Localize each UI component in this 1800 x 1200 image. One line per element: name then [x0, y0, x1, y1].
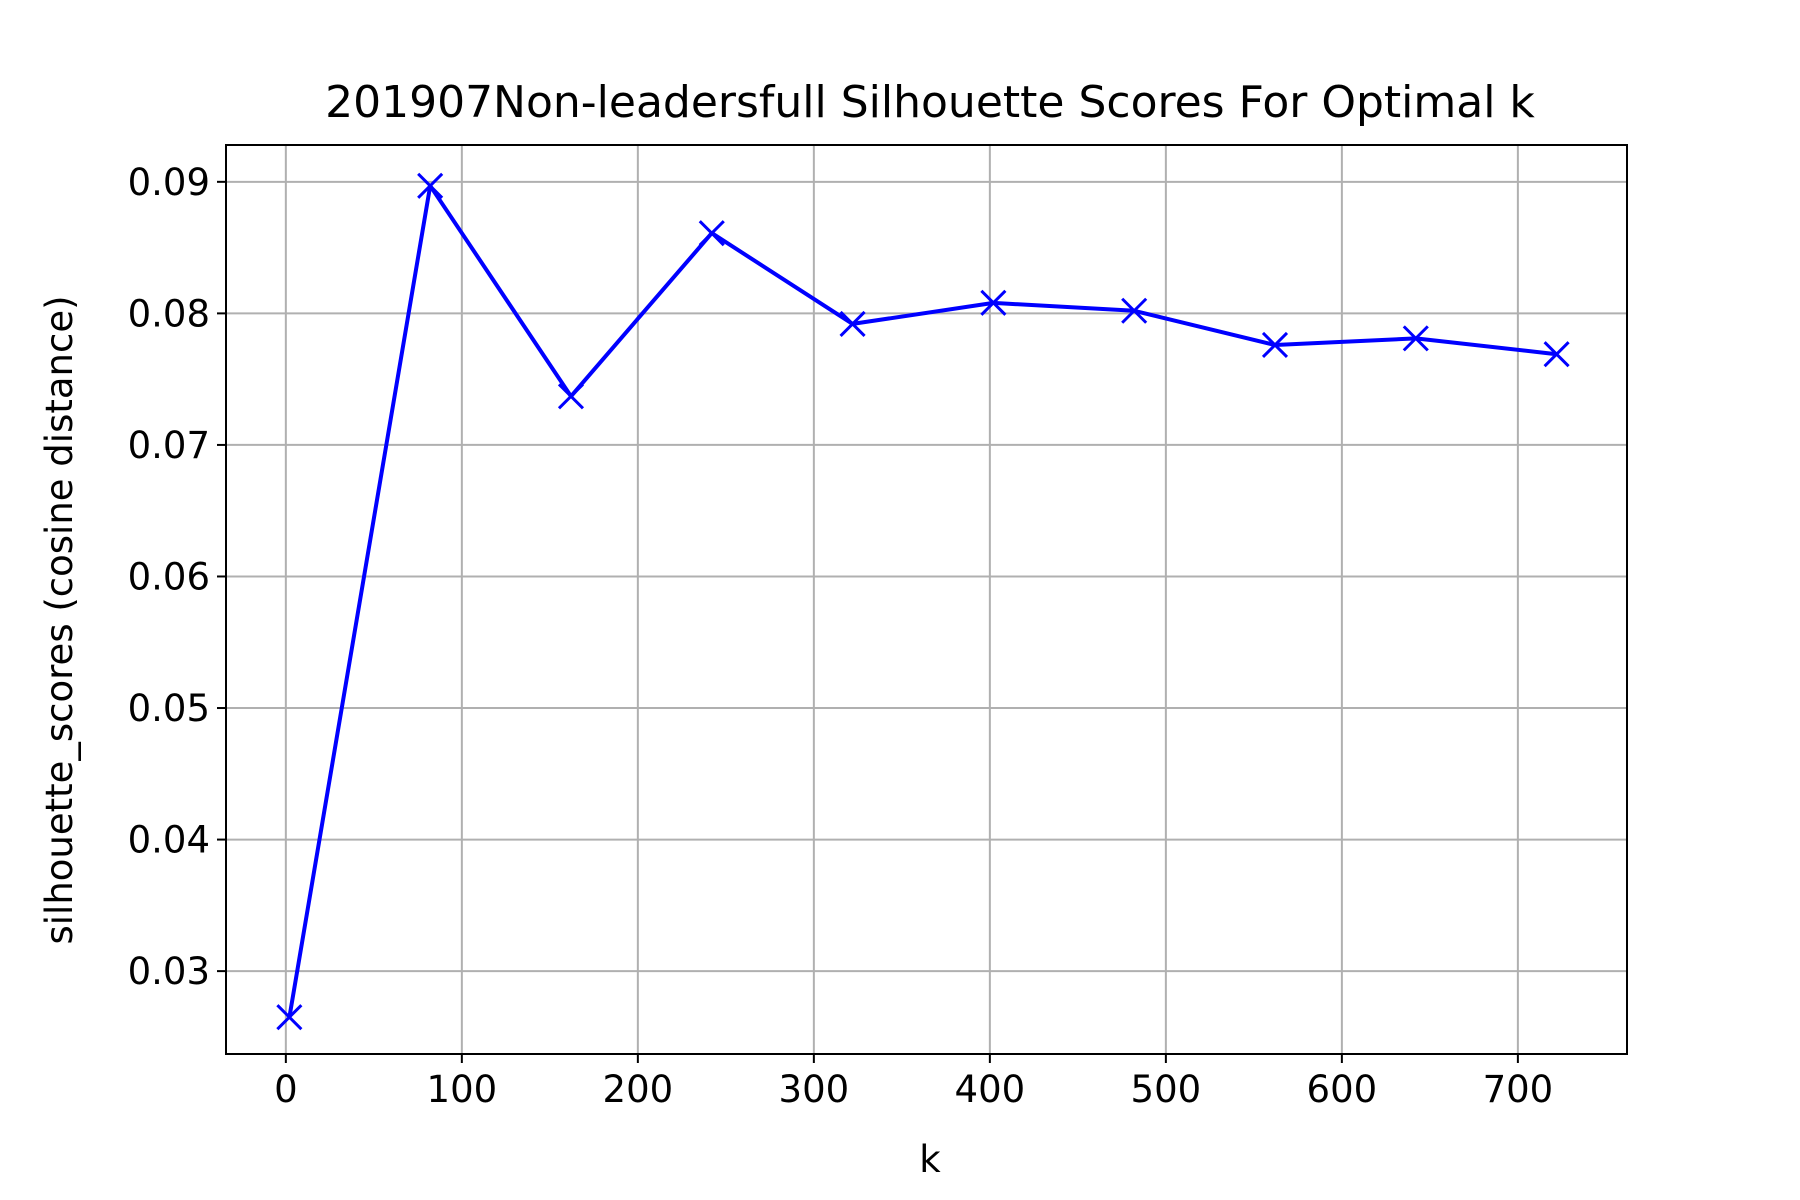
y-tick-label: 0.06: [128, 555, 210, 598]
plot-area-frame: [225, 144, 1628, 1055]
x-tick-label: 0: [274, 1068, 298, 1111]
y-tick-label: 0.03: [128, 950, 210, 993]
data-point-marker: [1261, 331, 1289, 359]
x-tick-label: 400: [955, 1068, 1026, 1111]
y-tick-label: 0.08: [128, 292, 210, 335]
data-point-marker: [839, 310, 866, 337]
x-tick-label: 100: [427, 1068, 498, 1111]
chart-title: 201907Non-leadersfull Silhouette Scores …: [325, 77, 1535, 128]
x-tick-label: 600: [1307, 1068, 1378, 1111]
axis-ticks: 0 100 200 300 400 500 600 700 0.03 0.04 0.05 0.06 0.…: [128, 161, 1554, 1111]
data-point-marker: [276, 1004, 303, 1031]
data-point-marker: [980, 289, 1007, 316]
data-point-marker: [1121, 297, 1148, 324]
data-point-marker: [557, 383, 585, 410]
y-tick-label: 0.04: [128, 819, 210, 862]
y-tick-label: 0.07: [128, 424, 210, 467]
data-point-marker: [417, 172, 444, 199]
data-point-marker: [698, 220, 725, 247]
data-point-marker: [1543, 341, 1570, 368]
y-tick-label: 0.09: [128, 161, 210, 204]
x-axis-label: k: [919, 1138, 941, 1181]
x-tick-label: 300: [779, 1068, 850, 1111]
y-tick-label: 0.05: [128, 687, 210, 730]
x-tick-label: 500: [1131, 1068, 1202, 1111]
x-tick-label: 200: [603, 1068, 674, 1111]
data-point-marker: [1402, 325, 1429, 352]
x-tick-label: 700: [1483, 1068, 1554, 1111]
data-series: [276, 172, 1570, 1031]
y-axis-label: silhouette_scores (cosine distance): [38, 295, 81, 944]
series-line: [287, 183, 1557, 1018]
